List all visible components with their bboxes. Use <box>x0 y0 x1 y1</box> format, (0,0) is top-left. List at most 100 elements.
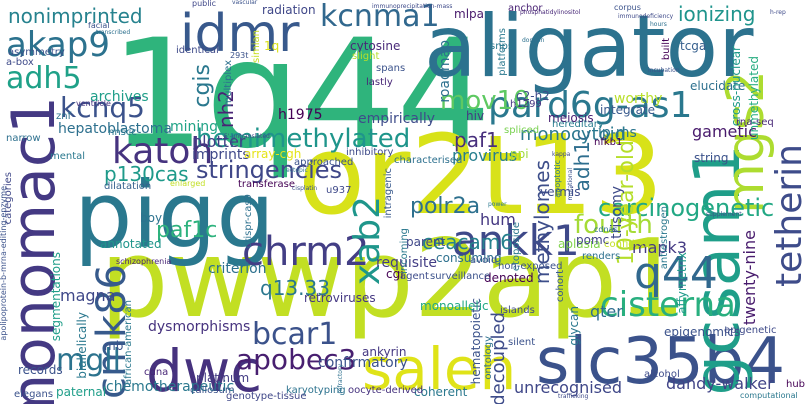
word-h1299: h1299 <box>510 99 542 110</box>
word-nonimprinted: nonimprinted <box>8 4 143 28</box>
word-hub: hub <box>786 379 806 390</box>
word-alcohol: alcohol <box>644 369 680 380</box>
word-callosum: callosum <box>190 385 235 396</box>
word-ankk1: ankk1 <box>452 216 580 265</box>
word-dwc: dwc <box>146 337 263 404</box>
word-paternal: paternal <box>56 385 107 399</box>
word-non-exposed: non-exposed <box>498 261 563 272</box>
word-phosphatidylinositol: phosphatidylinositol <box>520 9 581 16</box>
word-snps: snps <box>490 41 514 52</box>
word-surveillance: surveillance <box>430 271 491 282</box>
word-znf: znf <box>56 111 72 122</box>
word-293t: 293t <box>230 51 249 60</box>
word-cdna: cdna <box>144 367 169 378</box>
word-annotated: annotated <box>100 237 162 251</box>
word-akap9: akap9 <box>6 25 110 65</box>
word-chemotherapeutic: chemotherapeutic <box>106 379 235 395</box>
word-vermis: vermis <box>540 185 581 199</box>
word-or2t13: or2t13 <box>298 111 664 239</box>
word-confirmatory: confirmatory <box>318 355 408 371</box>
word-identical: identical <box>176 45 219 56</box>
word-ceacam6: ceacam6 <box>422 230 514 254</box>
word-enlarged: enlarged <box>170 179 206 188</box>
word-schizophrenia: schizophrenia <box>116 257 172 266</box>
word-q13.33: q13.33 <box>260 276 330 300</box>
word-retroviruses: retroviruses <box>304 291 376 305</box>
word-genotype-tissue: genotype-tissue <box>226 391 307 402</box>
word-slc35b4: slc35b4 <box>536 325 786 399</box>
word-platinum: platinum <box>196 371 250 385</box>
word-tetherin: tetherin <box>769 144 808 287</box>
word-carcinogenetic: carcinogenetic <box>598 194 775 222</box>
word-monoallelic: monoallelic <box>420 299 489 313</box>
word-radiation: radiation <box>262 3 316 17</box>
word-c2-h2: c2-h2 <box>516 89 550 103</box>
word-tcga: tcga <box>680 39 707 53</box>
word-karyotyping: karyotyping <box>286 385 346 396</box>
word-aplasia: aplasia <box>558 237 601 251</box>
word-mutational: mutational <box>567 168 574 201</box>
word-string: string <box>694 151 729 165</box>
word-intragenic: intragenic <box>383 168 394 219</box>
word-plotter: plotter <box>192 132 246 151</box>
word-immunodeficiency: immunodeficiency <box>618 13 674 20</box>
word-polr2a: polr2a <box>410 194 481 219</box>
word-refractory: refractory <box>337 364 344 394</box>
word-elucidate: elucidate <box>690 79 746 93</box>
word-kcnma1: kcnma1 <box>320 0 440 34</box>
word-roadmap: roadmap <box>437 40 453 103</box>
word-5'-untranslated: 5'-untranslated <box>224 133 270 140</box>
word-corpus: corpus <box>614 3 641 12</box>
word-hours: hours <box>650 21 667 28</box>
word-epigenetic: epigenetic <box>724 325 777 336</box>
word-anchor: anchor <box>508 3 543 14</box>
word-apobec3: apobec3 <box>236 343 357 376</box>
word-hnscc: hnscc <box>108 127 137 138</box>
word-platforms: platforms <box>497 28 508 76</box>
word-domain: domain <box>522 37 545 44</box>
word-spans: spans <box>376 63 406 74</box>
word-empirically: empirically <box>358 111 436 127</box>
word-cohort: cohort <box>555 270 566 303</box>
word-mlpa: mlpa <box>454 7 484 21</box>
word-provirus: provirus <box>452 146 518 165</box>
word-stringencies: stringencies <box>196 156 343 184</box>
word-a-box: a-box <box>6 57 34 68</box>
word-paf1c: paf1c <box>156 218 218 243</box>
word-ectopic: ectopic <box>286 167 308 174</box>
word-pigg: pigg <box>74 162 275 269</box>
word-slight: slight <box>352 51 380 62</box>
word-1q: 1q <box>264 39 280 53</box>
word-incoming: incoming <box>399 228 410 274</box>
word-power: power <box>488 201 507 208</box>
word-ankyrin: ankyrin <box>362 345 407 359</box>
word-mb: mb <box>104 339 124 353</box>
word-vascular: vascular <box>232 0 258 6</box>
word-public: public <box>192 0 217 8</box>
word-oocyte-derived: oocyte-derived <box>348 385 424 396</box>
word-boy: boy <box>140 211 163 225</box>
word-p130cas: p130cas <box>104 162 189 186</box>
word-mining: mining <box>170 119 219 135</box>
word-cdnas: cdnas <box>594 225 618 234</box>
word-saleh: saleh <box>362 335 517 403</box>
word-records: records <box>18 363 63 377</box>
word-worthy: worthy <box>614 91 663 107</box>
word-denoted: denoted <box>484 271 534 285</box>
word-cgis: cgis <box>190 64 215 108</box>
word-dysmorphisms: dysmorphisms <box>148 319 251 335</box>
word-computational: computational <box>740 391 798 400</box>
word-nfkb1: nfkb1 <box>594 137 623 148</box>
word-gametic: gametic <box>692 122 757 141</box>
word-facial: facial <box>88 21 110 30</box>
word-fourth: fourth <box>574 210 653 240</box>
word-adh5: adh5 <box>6 61 82 96</box>
word-coherent: coherent <box>414 385 468 399</box>
word-agent: agent <box>400 271 429 282</box>
word-multiplex: multiplex <box>223 60 234 107</box>
word-supplement: supplement <box>706 211 742 218</box>
word-glycan: glycan <box>567 306 581 346</box>
word-avoid: avoid <box>470 255 498 266</box>
word-mov10: mov10 <box>440 86 530 116</box>
word-ventricle: ventricle <box>76 99 111 108</box>
